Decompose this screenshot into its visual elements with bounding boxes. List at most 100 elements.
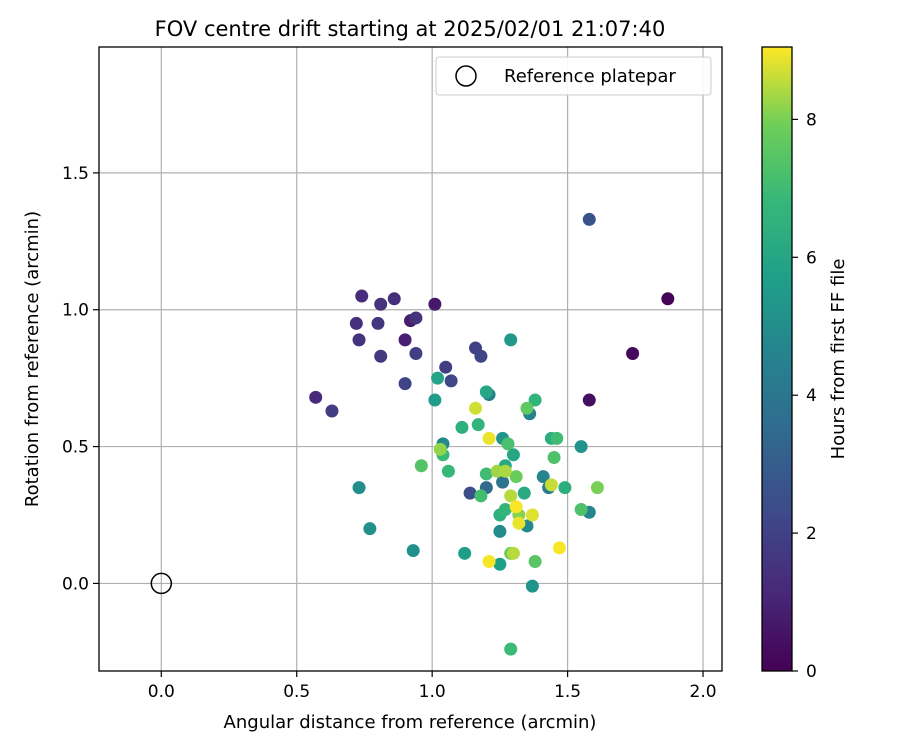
data-point — [474, 489, 488, 503]
data-point — [493, 524, 507, 538]
data-point — [512, 516, 526, 530]
data-point — [371, 316, 385, 330]
data-point — [349, 316, 363, 330]
data-point — [501, 437, 515, 451]
colorbar-tick-label: 8 — [806, 110, 817, 130]
y-tick-label: 0.0 — [62, 574, 89, 594]
plot-frame — [98, 46, 723, 672]
y-axis-label: Rotation from reference (arcmin) — [22, 211, 43, 507]
data-point — [325, 404, 339, 418]
data-point — [582, 212, 596, 226]
data-point — [493, 557, 507, 571]
data-point — [528, 555, 542, 569]
reference-platepar-marker — [150, 572, 173, 595]
x-tick-label: 1.5 — [554, 682, 581, 702]
data-point — [363, 522, 377, 536]
colorbar-gradient — [761, 46, 793, 672]
colorbar: 0 2 4 6 8 Hours from first FF file — [761, 46, 849, 682]
data-point — [441, 464, 455, 478]
data-point — [455, 420, 469, 434]
data-point — [504, 642, 518, 656]
data-point — [409, 311, 423, 325]
data-point — [558, 481, 572, 495]
data-point — [552, 541, 566, 555]
data-point — [374, 297, 388, 311]
data-point — [626, 347, 640, 361]
y-tick-label: 1.5 — [62, 164, 89, 184]
data-point — [444, 374, 458, 388]
data-point — [398, 377, 412, 391]
data-point — [433, 442, 447, 456]
data-points — [309, 212, 675, 656]
data-point — [414, 459, 428, 473]
data-point — [482, 555, 496, 569]
data-point — [504, 333, 518, 347]
data-point — [458, 546, 472, 560]
data-point — [517, 486, 531, 500]
data-point — [574, 503, 588, 517]
data-point — [509, 500, 523, 514]
legend-box — [435, 56, 712, 96]
data-point — [544, 478, 558, 492]
x-axis-ticks: 0.0 0.5 1.0 1.5 2.0 — [148, 671, 717, 702]
data-point — [431, 371, 445, 385]
data-point — [406, 544, 420, 558]
data-point — [504, 489, 518, 503]
data-point — [387, 292, 401, 306]
data-point — [428, 393, 442, 407]
data-point — [479, 385, 493, 399]
data-point — [582, 393, 596, 407]
colorbar-tick-label: 2 — [806, 524, 817, 544]
data-point — [496, 475, 510, 489]
data-point — [474, 349, 488, 363]
x-tick-label: 1.0 — [419, 682, 446, 702]
data-point — [525, 508, 539, 522]
x-tick-label: 2.0 — [690, 682, 717, 702]
data-point — [463, 486, 477, 500]
data-point — [469, 401, 483, 415]
x-axis-label: Angular distance from reference (arcmin) — [224, 712, 597, 733]
colorbar-label: Hours from first FF file — [828, 259, 849, 460]
x-tick-label: 0.0 — [148, 682, 175, 702]
data-point — [661, 292, 675, 306]
data-point — [550, 431, 564, 445]
data-point — [520, 401, 534, 415]
colorbar-tick-label: 0 — [806, 662, 817, 682]
colorbar-ticks: 0 2 4 6 8 — [792, 110, 817, 682]
data-point — [471, 418, 485, 432]
data-point — [498, 464, 512, 478]
data-point — [506, 546, 520, 560]
data-point — [506, 448, 520, 462]
data-point — [525, 579, 539, 593]
legend: Reference platepar — [435, 56, 712, 96]
data-point — [439, 360, 453, 374]
data-point — [574, 440, 588, 454]
data-point — [374, 349, 388, 363]
data-point — [352, 333, 366, 347]
data-point — [547, 451, 561, 465]
data-point — [590, 481, 604, 495]
legend-entry-reference-platepar: Reference platepar — [504, 66, 676, 87]
colorbar-tick-label: 4 — [806, 386, 817, 406]
grid-lines — [99, 47, 722, 671]
data-point — [498, 503, 512, 517]
data-point — [479, 467, 493, 481]
data-point — [536, 470, 550, 484]
chart-title: FOV centre drift starting at 2025/02/01 … — [155, 17, 666, 41]
y-axis-ticks: 0.0 0.5 1.0 1.5 — [62, 164, 99, 594]
data-point — [528, 393, 542, 407]
data-point — [398, 333, 412, 347]
data-point — [352, 481, 366, 495]
data-point — [428, 297, 442, 311]
x-tick-label: 0.5 — [283, 682, 310, 702]
colorbar-tick-label: 6 — [806, 248, 817, 268]
data-point — [309, 390, 323, 404]
data-point — [409, 347, 423, 361]
legend-marker-icon — [455, 65, 477, 87]
data-point — [355, 289, 369, 303]
y-tick-label: 1.0 — [62, 301, 89, 321]
data-point — [482, 431, 496, 445]
y-tick-label: 0.5 — [62, 438, 89, 458]
data-point — [509, 470, 523, 484]
